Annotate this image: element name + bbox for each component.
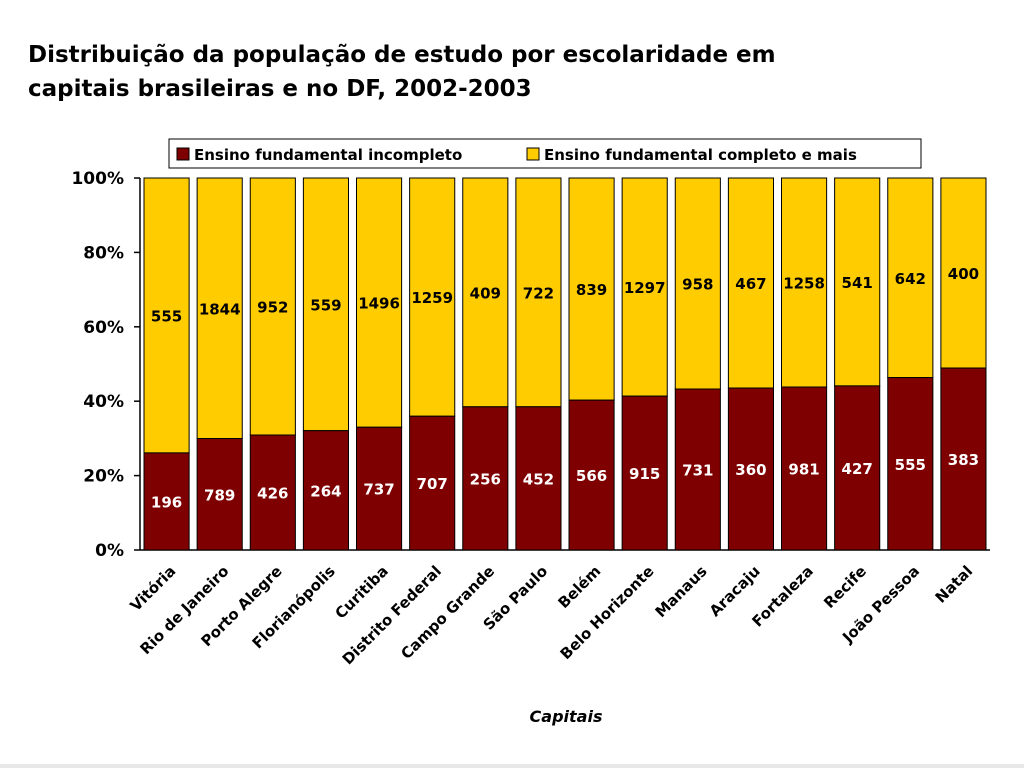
data-label-completo: 559 [310,296,341,314]
legend-box [168,138,922,169]
bar-segment-completo [727,177,774,389]
x-tick-label: Belém [554,562,604,612]
bar-segment-incompleto [515,406,562,551]
bar-segment-incompleto [940,367,987,551]
x-tick-label: Recife [820,562,870,612]
data-label-completo: 467 [735,275,766,293]
data-label-completo: 409 [470,284,501,302]
bar-segment-completo [834,177,881,387]
legend-item-completo-swatch [526,147,540,161]
x-tick-label: Belo Horizonte [557,562,658,663]
legend-item-incompleto-label: Ensino fundamental incompleto [194,146,462,164]
bar-segment-incompleto [834,385,881,551]
data-label-completo: 839 [576,281,607,299]
data-label-completo: 952 [257,298,288,316]
bar-segment-completo [887,177,934,379]
bar-segment-incompleto [674,388,721,551]
data-label-completo: 555 [151,307,182,325]
data-label-incompleto: 360 [735,461,766,479]
bar-segment-incompleto [887,377,934,551]
data-label-incompleto: 427 [842,460,873,478]
bar-segment-completo [568,177,615,401]
bar-segment-incompleto [621,395,668,551]
data-label-completo: 722 [523,284,554,302]
data-label-incompleto: 426 [257,484,288,502]
legend: Ensino fundamental incompleto Ensino fund… [168,138,922,169]
x-tick-label: Natal [932,562,977,607]
bar-segment-completo [302,177,349,432]
bar-segment-incompleto [302,430,349,551]
y-tick-label: 20% [83,467,124,487]
data-label-incompleto: 555 [895,456,926,474]
data-label-completo: 958 [682,275,713,293]
bar-segment-completo [356,177,403,428]
bar-segment-incompleto [143,452,190,551]
legend-item-completo-label: Ensino fundamental completo e mais [544,146,857,164]
bar-segment-completo [781,177,828,388]
y-tick-label: 0% [95,541,124,561]
data-label-completo: 400 [948,265,979,283]
bar-segment-incompleto [462,406,509,551]
data-label-incompleto: 452 [523,470,554,488]
data-label-incompleto: 731 [682,461,713,479]
x-tick-label: Campo Grande [397,562,498,663]
bar-segment-incompleto [727,387,774,551]
bar-segment-completo [249,177,296,436]
bar-segment-completo [515,177,562,408]
bars: 555 196 1844 789 952 426 559 264 1496 737 1259 707 4… [143,177,987,551]
bottom-rule [0,764,1024,768]
data-label-incompleto: 915 [629,465,660,483]
data-label-completo: 1258 [783,275,825,293]
data-label-incompleto: 737 [363,481,394,499]
x-tick-label: Vitória [127,562,180,615]
bar-segment-completo [621,177,668,397]
bar-segment-incompleto [781,386,828,551]
data-label-incompleto: 264 [310,482,341,500]
x-axis-title: Capitais [530,707,603,726]
data-label-incompleto: 707 [417,475,448,493]
x-tick-label: Distrito Federal [339,562,445,668]
axes: 0% 20% 40% 60% 80% 100% [71,169,990,561]
bar-segment-completo [462,177,509,408]
y-tick-label: 100% [71,169,124,189]
y-tick-label: 80% [83,243,124,263]
bar-segment-incompleto [409,415,456,551]
bar-segment-completo [143,177,190,454]
y-tick-label: 40% [83,392,124,412]
chart-title-line-1: Distribuição da população de estudo por … [28,42,776,68]
bar-segment-completo [409,177,456,417]
bar-segment-incompleto [196,438,243,551]
data-label-completo: 1844 [199,300,241,318]
data-label-completo: 541 [842,274,873,292]
x-tick-label: Manaus [652,562,711,621]
chart-title-line-2: capitais brasileiras e no DF, 2002-2003 [28,76,532,102]
bar-segment-incompleto [568,399,615,551]
legend-item-incompleto-swatch [176,147,190,161]
data-label-incompleto: 566 [576,467,607,485]
data-label-completo: 642 [895,270,926,288]
chart-title: Distribuição da população de estudo por … [28,38,1008,106]
bar-segment-incompleto [356,426,403,551]
data-label-completo: 1259 [411,289,453,307]
bar-segment-incompleto [249,434,296,551]
data-label-incompleto: 981 [788,461,819,479]
data-label-completo: 1297 [624,279,666,297]
data-label-incompleto: 256 [470,470,501,488]
y-tick-label: 60% [83,318,124,338]
data-label-completo: 1496 [358,295,400,313]
data-label-incompleto: 383 [948,451,979,469]
data-label-incompleto: 196 [151,493,182,511]
data-label-incompleto: 789 [204,486,235,504]
bar-segment-completo [940,177,987,369]
bar-segment-completo [196,177,243,440]
